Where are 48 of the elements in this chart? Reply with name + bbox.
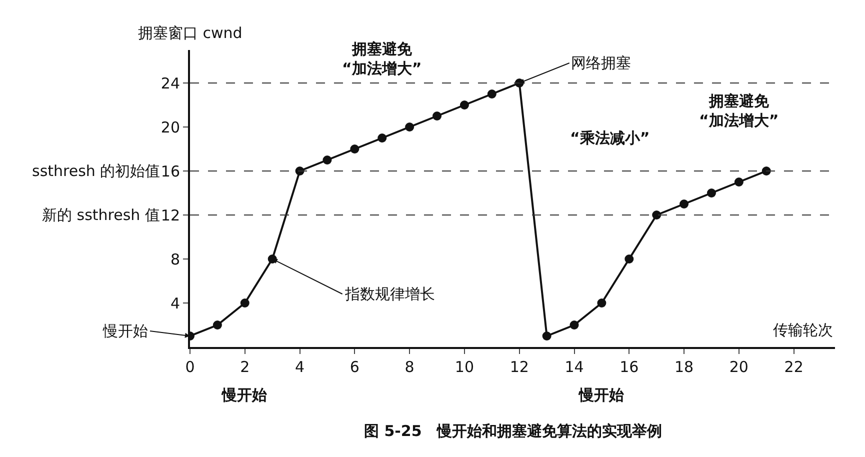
point bbox=[460, 100, 469, 110]
caption: 图 5-25 慢开始和拥塞避免算法的实现举例 bbox=[364, 422, 662, 440]
point bbox=[487, 90, 496, 98]
x-tick-label: 8 bbox=[404, 358, 414, 376]
y-tick-label: 20 bbox=[160, 118, 180, 136]
point bbox=[378, 134, 387, 142]
x-tick-label: 12 bbox=[510, 358, 529, 376]
y-tick-label: 12 bbox=[160, 206, 180, 224]
annotation: 拥塞避免 “加法增大” bbox=[699, 92, 779, 130]
point bbox=[432, 112, 442, 120]
point bbox=[350, 144, 360, 154]
text: 慢开始 bbox=[221, 386, 268, 404]
point bbox=[212, 320, 222, 330]
point bbox=[240, 298, 250, 308]
point bbox=[570, 320, 579, 330]
y-tick-label: 16 bbox=[160, 162, 180, 180]
text: 慢开始 bbox=[578, 386, 625, 404]
annotation: “乘法减小” bbox=[570, 129, 650, 147]
x-tick-label: 10 bbox=[454, 358, 474, 376]
x-tick-label: 4 bbox=[295, 358, 305, 376]
ref-line-label: 新的 ssthresh 值 bbox=[42, 206, 160, 224]
x-tick-label: 16 bbox=[620, 358, 639, 376]
point bbox=[706, 188, 716, 198]
ref-line-label: ssthresh 的初始值 bbox=[32, 162, 160, 180]
x-tick-label: 2 bbox=[240, 358, 250, 376]
y-axis-title: 拥塞窗口 cwnd bbox=[138, 24, 242, 42]
point bbox=[624, 254, 634, 264]
point bbox=[652, 210, 662, 220]
x-tick-label: 0 bbox=[185, 358, 195, 376]
annotation: 拥塞避免 “加法增大” bbox=[342, 40, 422, 78]
annotation: 慢开始 bbox=[102, 322, 148, 340]
point bbox=[680, 200, 689, 208]
x-axis-title: 传输轮次 bbox=[773, 321, 833, 339]
x-tick-label: 18 bbox=[674, 358, 694, 376]
annotation: 指数规律增长 bbox=[344, 285, 435, 303]
x-tick-label: 22 bbox=[784, 358, 804, 376]
y-tick-label: 4 bbox=[170, 294, 180, 312]
x-tick-label: 6 bbox=[350, 358, 360, 376]
y-tick-label: 24 bbox=[160, 74, 180, 92]
point bbox=[734, 178, 744, 186]
point bbox=[597, 298, 606, 308]
x-tick-label: 14 bbox=[564, 358, 584, 376]
point bbox=[542, 332, 552, 340]
point bbox=[405, 122, 414, 132]
y-tick-label: 8 bbox=[170, 250, 180, 268]
point bbox=[322, 156, 332, 164]
annotation: 网络拥塞 bbox=[571, 54, 631, 72]
x-tick-label: 20 bbox=[729, 358, 748, 376]
